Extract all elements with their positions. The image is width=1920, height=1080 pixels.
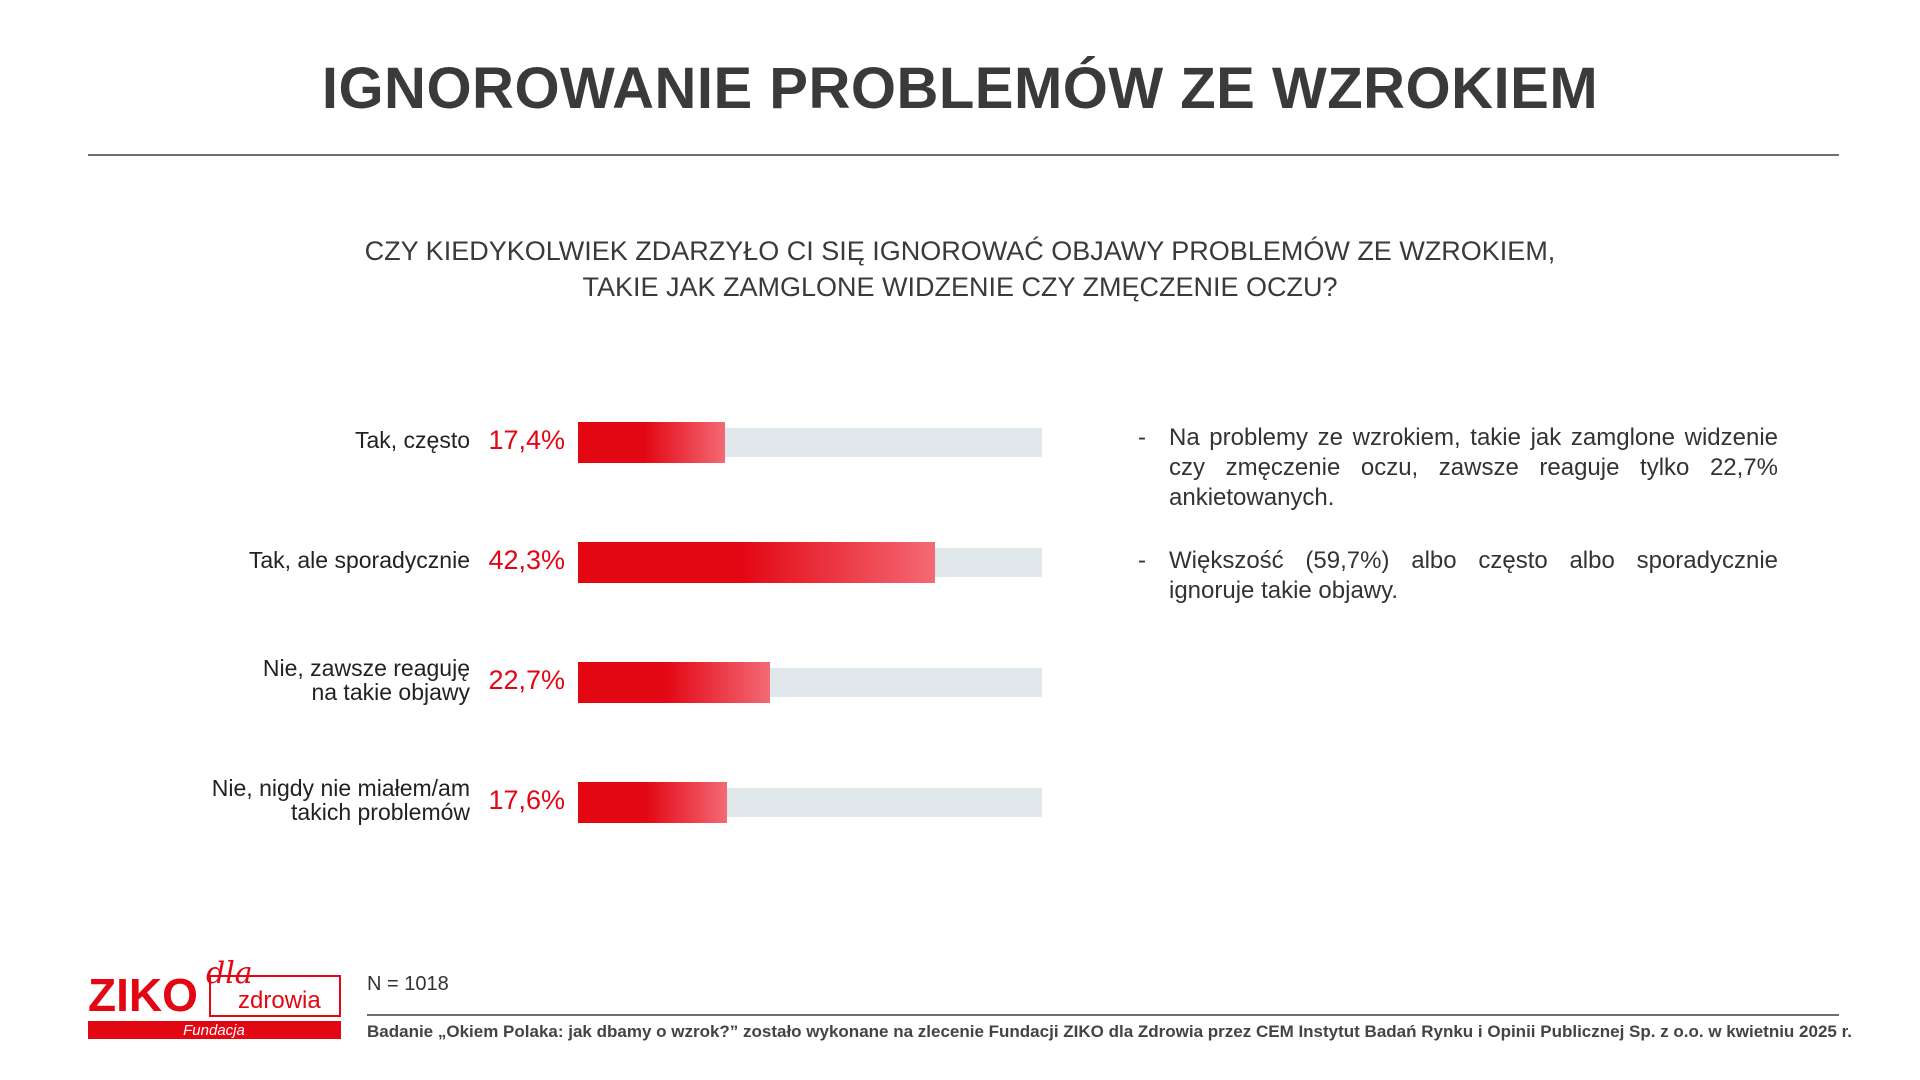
sample-size: N = 1018 (367, 973, 449, 995)
source-footnote: Badanie „Okiem Polaka: jak dbamy o wzrok… (367, 1022, 1852, 1041)
value-label: 42,3% (488, 545, 565, 575)
note-dash: - (1138, 547, 1146, 574)
category-label-line: Nie, nigdy nie miałem/am (211, 775, 470, 801)
value-label: 22,7% (488, 665, 565, 695)
logo-dla: dla (206, 956, 253, 991)
bar (578, 542, 936, 583)
value-label: 17,4% (488, 425, 565, 455)
category-label-line: na takie objawy (311, 679, 470, 705)
note-dash: - (1138, 424, 1146, 451)
category-label: Tak, często (355, 428, 470, 452)
note-text: Większość (59,7%) albo często albo spora… (1169, 547, 1778, 604)
category-label-line: takich problemów (291, 799, 470, 825)
note-text: Na problemy ze wzrokiem, takie jak zamgl… (1169, 424, 1778, 511)
bar (578, 782, 727, 823)
logo-fundacja: Fundacja (183, 1022, 245, 1039)
value-label: 17,6% (488, 785, 565, 815)
survey-question: CZY KIEDYKOLWIEK ZDARZYŁO CI SIĘ IGNOROW… (0, 233, 1920, 305)
bar (578, 662, 770, 703)
category-label-line: Tak, często (354, 427, 470, 453)
category-label: Nie, nigdy nie miałem/am takich problemów (212, 776, 470, 824)
page-title: IGNOROWANIE PROBLEMÓW ZE WZROKIEM (321, 56, 1599, 121)
ziko-logo: ZIKO dla zdrowia Fundacja (88, 956, 341, 1039)
question-line-2: TAKIE JAK ZAMGLONE WIDZENIE CZY ZMĘCZENI… (582, 272, 1338, 302)
question-line-1: CZY KIEDYKOLWIEK ZDARZYŁO CI SIĘ IGNOROW… (364, 236, 1556, 266)
logo-zdrowia: zdrowia (238, 987, 321, 1014)
category-label-line: Nie, zawsze reaguję (262, 655, 470, 681)
title-divider (88, 154, 1839, 156)
bar (578, 422, 726, 463)
category-label: Tak, ale sporadycznie (249, 548, 470, 572)
footer-divider (367, 1014, 1839, 1016)
logo-brand: ZIKO (88, 969, 198, 1021)
note-2: - Większość (59,7%) albo często albo spo… (1138, 546, 1778, 606)
category-label-line: Tak, ale sporadycznie (248, 547, 470, 573)
category-label: Nie, zawsze reaguję na takie objawy (263, 656, 470, 704)
note-1: - Na problemy ze wzrokiem, takie jak zam… (1138, 423, 1778, 513)
